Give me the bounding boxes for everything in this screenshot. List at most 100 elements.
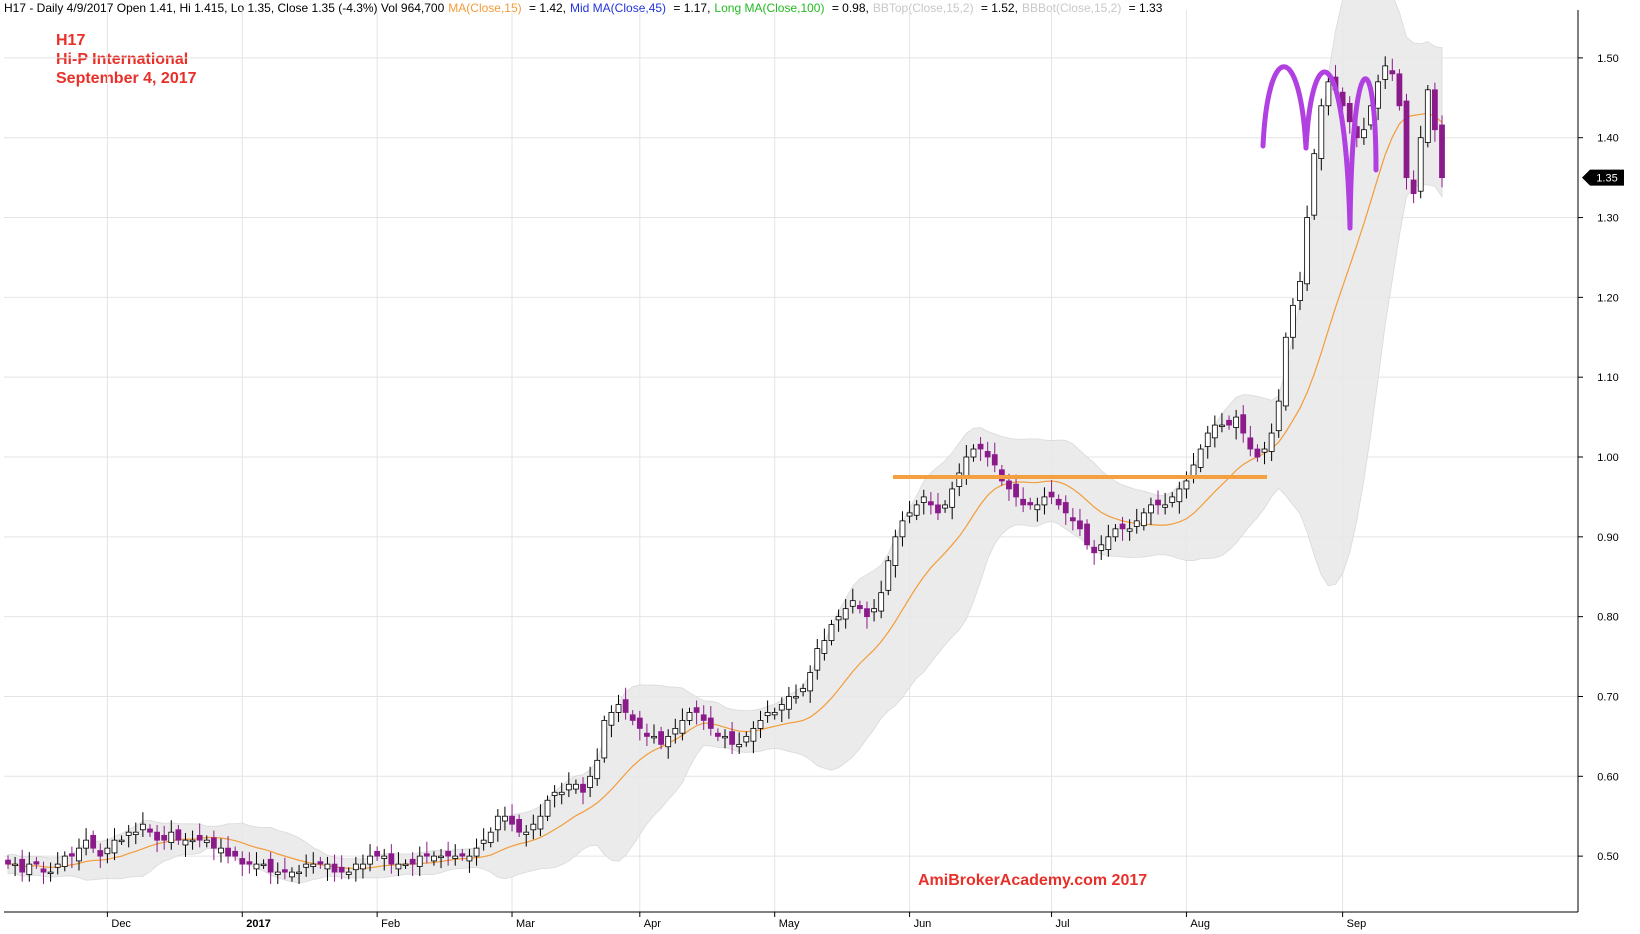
candle-body	[168, 831, 175, 843]
candle	[1297, 271, 1303, 311]
candle	[47, 862, 54, 882]
candle-body	[743, 735, 750, 743]
candle	[1240, 405, 1247, 443]
candle-body	[1183, 480, 1190, 490]
candle	[196, 823, 203, 848]
chart-date: September 4, 2017	[56, 70, 197, 87]
candle-body	[906, 512, 913, 517]
candle-body	[1162, 504, 1169, 508]
candle-body	[615, 704, 622, 713]
candle-body	[1112, 528, 1119, 538]
candle	[750, 721, 757, 754]
candle	[83, 828, 89, 856]
candle	[289, 867, 295, 882]
candle-body	[139, 823, 146, 831]
ma-value: = 1.42,	[525, 1, 567, 15]
candle	[913, 500, 920, 521]
candle-body	[927, 501, 934, 506]
candle	[984, 441, 991, 467]
candle	[225, 836, 231, 864]
candle	[97, 843, 104, 869]
candle	[679, 708, 686, 741]
candle-body	[175, 829, 182, 841]
candle-body	[480, 839, 487, 844]
candle-body	[672, 728, 679, 735]
candle-body	[97, 850, 104, 857]
candle	[573, 779, 579, 794]
candle-body	[76, 847, 82, 862]
candle	[502, 806, 508, 831]
candle	[800, 683, 806, 697]
candle	[19, 849, 26, 882]
candle	[182, 832, 189, 857]
candle-body	[303, 863, 310, 868]
mid-ma-value: = 1.17,	[670, 1, 711, 15]
candle-body	[1282, 336, 1289, 407]
candle	[757, 710, 764, 738]
candle	[1261, 441, 1268, 465]
candle-body	[750, 728, 757, 742]
candle-body	[984, 451, 991, 458]
candle	[267, 852, 274, 885]
candle	[459, 848, 466, 861]
candle-body	[1013, 483, 1019, 498]
candle	[537, 804, 544, 837]
candle	[942, 500, 948, 513]
candle-body	[800, 688, 806, 693]
x-tick-label: Jun	[914, 918, 932, 930]
candle-body	[1226, 419, 1232, 426]
candle	[786, 686, 792, 719]
candle-body	[658, 731, 664, 745]
candle	[814, 639, 821, 680]
candle-body	[771, 712, 778, 716]
candle	[246, 852, 253, 874]
candle	[345, 867, 352, 880]
candle-body	[991, 454, 998, 466]
candle	[743, 731, 750, 747]
candle	[949, 481, 956, 520]
candle	[835, 609, 842, 632]
candle-body	[281, 869, 288, 873]
candle	[686, 707, 693, 726]
candle-body	[388, 853, 395, 865]
bollinger-band-area	[7, 0, 1443, 884]
candle-body	[502, 815, 508, 822]
candle	[395, 852, 402, 877]
candle	[374, 846, 381, 861]
candle	[324, 856, 331, 881]
candle	[1091, 540, 1098, 565]
y-tick-label: 1.30	[1597, 213, 1618, 225]
candle-body	[1105, 536, 1112, 551]
candle	[608, 705, 615, 738]
candle-body	[722, 735, 728, 739]
candle	[764, 700, 771, 723]
candle-body	[856, 605, 863, 610]
candle	[76, 838, 82, 871]
candle	[849, 588, 856, 614]
candle	[416, 846, 423, 877]
candle	[1155, 490, 1161, 515]
candle-body	[111, 839, 118, 854]
candle	[40, 861, 47, 885]
candle	[722, 729, 728, 749]
annotations	[893, 64, 1379, 479]
candle	[125, 824, 132, 848]
candle-body	[438, 855, 444, 859]
candle-body	[125, 831, 132, 836]
candle	[494, 809, 501, 842]
candle	[899, 511, 906, 547]
candle	[1197, 444, 1204, 473]
candle-body	[402, 863, 409, 867]
candle	[1311, 148, 1318, 220]
candle-body	[793, 696, 799, 699]
candle	[111, 828, 118, 861]
candle-body	[530, 823, 537, 831]
y-tick-label: 1.20	[1597, 292, 1618, 304]
candle	[1041, 487, 1048, 515]
candle	[175, 824, 182, 845]
candle-body	[494, 815, 501, 831]
y-tick-label: 0.90	[1597, 532, 1618, 544]
candle	[1375, 74, 1381, 121]
candle-body	[1304, 217, 1311, 285]
candle	[1034, 497, 1041, 522]
